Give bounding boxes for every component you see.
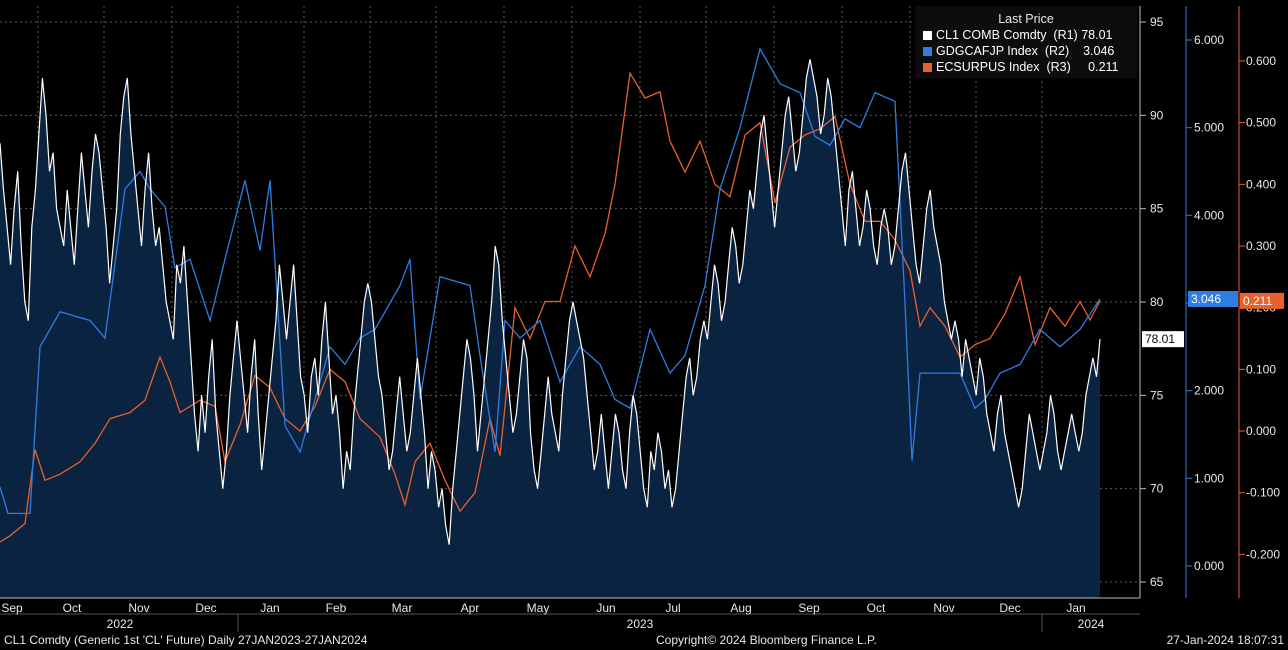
r3-tick-label: -0.100 xyxy=(1246,486,1280,500)
x-tick-label-year: 2022 xyxy=(107,617,134,631)
r1-tick-label: 70 xyxy=(1150,482,1164,496)
footer-timestamp: 27-Jan-2024 18:07:31 xyxy=(1166,633,1284,647)
x-tick-label-month: Jul xyxy=(665,601,680,615)
gdgcafjp-last-tag: 3.046 xyxy=(1191,292,1221,306)
legend-name: ECSURPUS Index xyxy=(936,60,1040,74)
footer-copyright: Copyright© 2024 Bloomberg Finance L.P. xyxy=(656,633,877,647)
r3-tick-label: 0.500 xyxy=(1246,116,1276,130)
x-tick-label-month: Nov xyxy=(933,601,954,615)
r1-tick-label: 80 xyxy=(1150,295,1164,309)
r3-tick-label: 0.300 xyxy=(1246,239,1276,253)
x-tick-label-month: Jun xyxy=(596,601,615,615)
x-tick-label-month: May xyxy=(527,601,550,615)
legend-entry-gdgcafjp: GDGCAFJP Index (R2) 3.046 xyxy=(923,44,1114,58)
legend-last: 0.211 xyxy=(1088,60,1119,74)
x-tick-label-year: 2024 xyxy=(1078,617,1105,631)
x-tick-label-month: Feb xyxy=(326,601,347,615)
legend-last: 3.046 xyxy=(1083,44,1115,58)
x-tick-label-month: Mar xyxy=(392,601,413,615)
x-tick-label-month: Dec xyxy=(999,601,1020,615)
x-tick-label-month: Sep xyxy=(1,601,23,615)
r3-tick-label: 0.100 xyxy=(1246,362,1276,376)
x-tick-label-month: Aug xyxy=(730,601,751,615)
x-tick-label-month: Nov xyxy=(128,601,149,615)
ecsurpus-line xyxy=(0,71,1101,543)
x-tick-label-month: Sep xyxy=(798,601,820,615)
crude-area xyxy=(0,59,1100,599)
x-tick-label-month: Dec xyxy=(195,601,216,615)
legend-swatch xyxy=(923,63,932,72)
crude-line xyxy=(0,59,1101,545)
legend-entry-crude: CL1 COMB Comdty (R1) 78.01 xyxy=(923,28,1112,42)
r1-tick-label: 75 xyxy=(1150,388,1164,402)
legend-axis: (R1) xyxy=(1053,28,1078,42)
x-tick-label-year: 2023 xyxy=(627,617,654,631)
legend-last: 78.01 xyxy=(1081,28,1113,42)
r1-tick-label: 65 xyxy=(1150,575,1164,589)
r3-tick-label: 0.400 xyxy=(1246,177,1276,191)
x-tick-label-month: Oct xyxy=(63,601,82,615)
r2-tick-label: 2.000 xyxy=(1194,384,1224,398)
r2-tick-label: 5.000 xyxy=(1194,121,1224,135)
footer: CL1 Comdty (Generic 1st 'CL' Future) Dai… xyxy=(0,630,1288,650)
r3-tick-label: 0.000 xyxy=(1246,424,1276,438)
ecsurpus-last-tag-bg xyxy=(1240,292,1284,309)
r2-tick-label: 1.000 xyxy=(1194,471,1224,485)
r2-tick-label: 6.000 xyxy=(1194,33,1224,47)
r2-tick-label: 4.000 xyxy=(1194,208,1224,222)
x-tick-label-month: Oct xyxy=(867,601,886,615)
legend-swatch xyxy=(923,31,932,40)
legend: Last Price CL1 COMB Comdty (R1) 78.01 GD… xyxy=(915,6,1137,78)
r1-tick-label: 90 xyxy=(1150,108,1164,122)
x-tick-label-month: Apr xyxy=(461,601,480,615)
crude-last-tag-bg xyxy=(1142,331,1184,348)
r1-tick-label: 85 xyxy=(1150,202,1164,216)
ecsurpus-last-tag: 0.211 xyxy=(1243,294,1272,308)
legend-swatch xyxy=(923,47,932,56)
r1-tick-label: 95 xyxy=(1150,15,1164,29)
gdgcafjp-last-tag-bg xyxy=(1188,290,1238,307)
legend-title: Last Price xyxy=(998,12,1054,26)
legend-axis: (R2) xyxy=(1044,44,1070,58)
crude-last-tag: 78.01 xyxy=(1145,332,1175,346)
footer-security: CL1 Comdty (Generic 1st 'CL' Future) Dai… xyxy=(4,633,368,647)
r3-tick-label: -0.200 xyxy=(1246,547,1280,561)
legend-entry-ecsurpus: ECSURPUS Index (R3) 0.211 xyxy=(923,60,1119,74)
legend-name: CL1 COMB Comdty xyxy=(936,28,1047,42)
r3-tick-label: 0.600 xyxy=(1246,54,1276,68)
legend-name: GDGCAFJP Index xyxy=(936,44,1038,58)
x-tick-label-month: Jan xyxy=(1066,601,1085,615)
legend-axis: (R3) xyxy=(1046,60,1071,74)
x-tick-label-month: Jan xyxy=(260,601,279,615)
r2-tick-label: 0.000 xyxy=(1194,559,1224,573)
